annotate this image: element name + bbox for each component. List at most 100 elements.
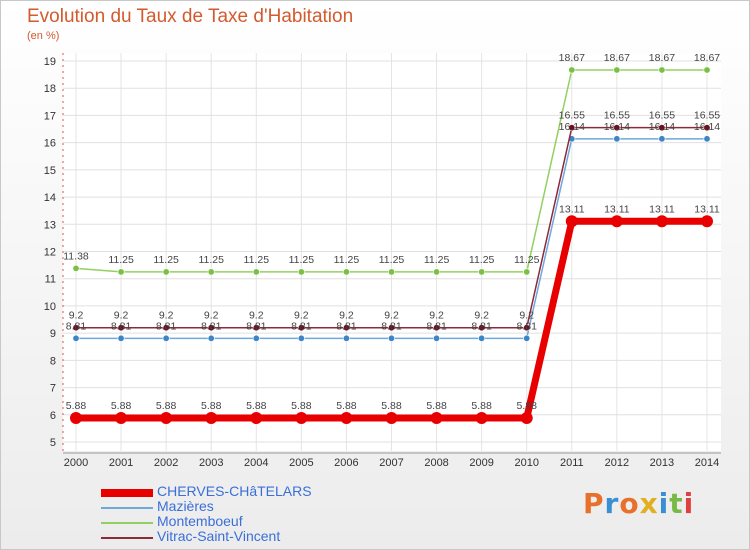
data-point	[610, 215, 623, 228]
data-label: 13.11	[694, 203, 720, 215]
y-tick-label: 11	[45, 274, 56, 286]
data-point	[297, 324, 305, 332]
x-tick-label: 2014	[695, 457, 719, 469]
data-point	[478, 268, 486, 276]
data-label: 13.11	[559, 203, 585, 215]
data-label: 5.88	[291, 400, 312, 412]
legend-swatch-cherves	[101, 489, 153, 497]
data-point	[523, 334, 531, 342]
data-label: 16.55	[649, 110, 675, 122]
data-point	[162, 268, 170, 276]
data-point	[433, 334, 441, 342]
x-tick-label: 2001	[109, 457, 133, 469]
data-point	[297, 334, 305, 342]
data-point	[385, 412, 398, 425]
y-unit-label: (en %)	[27, 30, 60, 42]
data-label: 13.11	[604, 203, 630, 215]
data-point	[115, 412, 128, 425]
data-label: 5.88	[471, 400, 492, 412]
data-point	[250, 412, 263, 425]
data-label: 16.14	[604, 121, 630, 133]
data-point	[297, 268, 305, 276]
data-label: 18.67	[649, 52, 675, 64]
x-tick-label: 2002	[154, 457, 178, 469]
logo-letter: x	[639, 487, 659, 520]
data-point	[568, 124, 576, 132]
data-label: 9.2	[69, 310, 84, 322]
y-tick-label: 18	[44, 83, 56, 95]
y-tick-label: 14	[44, 192, 56, 204]
data-label: 8.81	[66, 320, 87, 332]
data-label: 11.25	[108, 254, 134, 266]
y-tick-label: 7	[50, 383, 56, 395]
logo-letter: P	[583, 487, 605, 520]
data-point	[117, 324, 125, 332]
data-label: 11.25	[514, 254, 540, 266]
data-label: 11.25	[289, 254, 315, 266]
data-point	[342, 334, 350, 342]
data-point	[207, 334, 215, 342]
x-tick-label: 2012	[605, 457, 629, 469]
data-label: 9.2	[429, 310, 444, 322]
data-label: 16.14	[559, 121, 585, 133]
data-point	[478, 334, 486, 342]
data-label: 9.2	[159, 310, 174, 322]
data-label: 11.25	[244, 254, 270, 266]
legend-swatch-montemboeuf	[101, 522, 153, 524]
logo-letter: o	[619, 487, 640, 520]
data-label: 9.2	[114, 310, 129, 322]
data-label: 8.81	[516, 320, 537, 332]
data-point	[703, 135, 711, 143]
data-label: 8.81	[336, 320, 357, 332]
y-tick-label: 15	[44, 165, 56, 177]
data-label: 8.81	[156, 320, 177, 332]
data-label: 8.81	[471, 320, 492, 332]
data-label: 18.67	[604, 52, 630, 64]
data-label: 11.38	[63, 250, 89, 262]
y-tick-label: 16	[44, 138, 56, 150]
data-point	[70, 412, 82, 425]
data-label: 8.81	[381, 320, 402, 332]
x-tick-label: 2008	[424, 457, 448, 469]
chart-title: Evolution du Taux de Taxe d'Habitation	[27, 6, 354, 27]
data-point	[387, 324, 395, 332]
data-point	[430, 412, 443, 425]
data-point	[703, 66, 711, 74]
data-point	[252, 334, 260, 342]
data-label: 11.25	[198, 254, 224, 266]
y-tick-label: 6	[50, 410, 56, 422]
data-point	[72, 264, 80, 272]
y-tick-label: 8	[50, 355, 56, 367]
data-label: 11.25	[334, 254, 360, 266]
y-tick-label: 10	[44, 301, 56, 313]
data-point	[478, 324, 486, 332]
data-point	[655, 215, 668, 228]
data-point	[72, 334, 80, 342]
data-point	[207, 324, 215, 332]
data-label: 5.88	[201, 400, 222, 412]
data-point	[658, 124, 666, 132]
data-label: 5.88	[66, 400, 87, 412]
data-label: 8.81	[246, 320, 267, 332]
data-label: 13.11	[649, 203, 675, 215]
data-label: 5.88	[516, 400, 537, 412]
y-tick-label: 9	[50, 328, 56, 340]
data-label: 9.2	[519, 310, 534, 322]
data-label: 16.14	[694, 121, 720, 133]
logo-letter: i	[683, 487, 695, 520]
proxiti-logo: Proxiti	[583, 487, 694, 520]
data-label: 11.25	[153, 254, 179, 266]
data-label: 16.55	[604, 110, 630, 122]
line-chart: 5 6 7 8 9 10 11 12 13 14 15 16 17 18 19 2000 2001 2002 200…	[44, 52, 721, 469]
x-tick-label: 2010	[514, 457, 538, 469]
x-tick-label: 2006	[334, 457, 358, 469]
data-point	[160, 412, 173, 425]
data-point	[613, 66, 621, 74]
data-point	[162, 334, 170, 342]
logo-letter: t	[669, 487, 684, 520]
data-point	[613, 124, 621, 132]
data-label: 5.88	[111, 400, 132, 412]
data-label: 16.14	[649, 121, 675, 133]
y-tick-label: 19	[44, 56, 56, 68]
data-label: 9.2	[339, 310, 354, 322]
